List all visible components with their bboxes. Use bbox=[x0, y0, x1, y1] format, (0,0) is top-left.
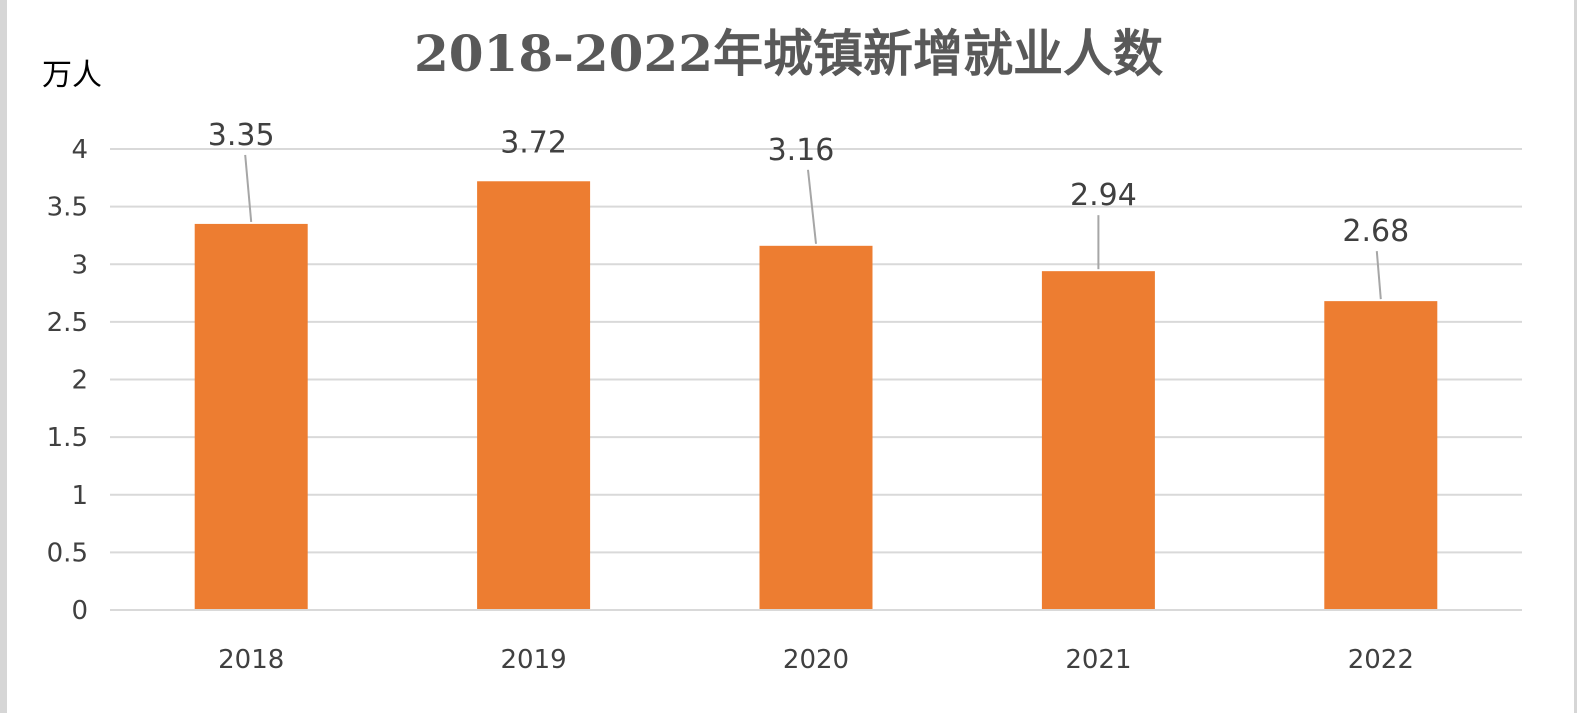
y-tick-label: 2 bbox=[71, 366, 88, 396]
data-label-leader bbox=[244, 154, 253, 223]
y-tick-label: 2.5 bbox=[47, 308, 88, 338]
bar bbox=[1324, 301, 1438, 610]
y-tick-label: 1 bbox=[71, 481, 88, 511]
x-tick-label: 2019 bbox=[501, 645, 567, 675]
y-tick-label: 3 bbox=[71, 250, 88, 280]
chart-title: 2018-2022年城镇新增就业人数 bbox=[413, 24, 1164, 83]
data-label: 3.72 bbox=[500, 125, 567, 160]
x-tick-label: 2020 bbox=[783, 645, 849, 675]
data-label: 3.16 bbox=[768, 133, 835, 168]
x-tick-label: 2022 bbox=[1348, 645, 1414, 675]
x-tick-label: 2018 bbox=[218, 645, 284, 675]
data-label-leader bbox=[1375, 251, 1382, 300]
bar bbox=[194, 223, 308, 610]
y-tick-label: 0.5 bbox=[47, 538, 88, 568]
data-label-leader bbox=[807, 169, 817, 244]
data-label: 2.94 bbox=[1070, 178, 1137, 213]
y-tick-label: 3.5 bbox=[47, 193, 88, 223]
bar bbox=[1041, 271, 1155, 610]
bar bbox=[759, 245, 873, 610]
y-tick-label: 0 bbox=[71, 596, 88, 626]
y-tick-label: 1.5 bbox=[47, 423, 88, 453]
x-tick-label: 2021 bbox=[1065, 645, 1131, 675]
y-axis-unit-label: 万人 bbox=[42, 58, 102, 93]
data-label: 2.68 bbox=[1342, 214, 1409, 249]
data-label: 3.35 bbox=[208, 118, 275, 153]
bar bbox=[477, 181, 591, 610]
y-tick-label: 4 bbox=[71, 135, 88, 165]
